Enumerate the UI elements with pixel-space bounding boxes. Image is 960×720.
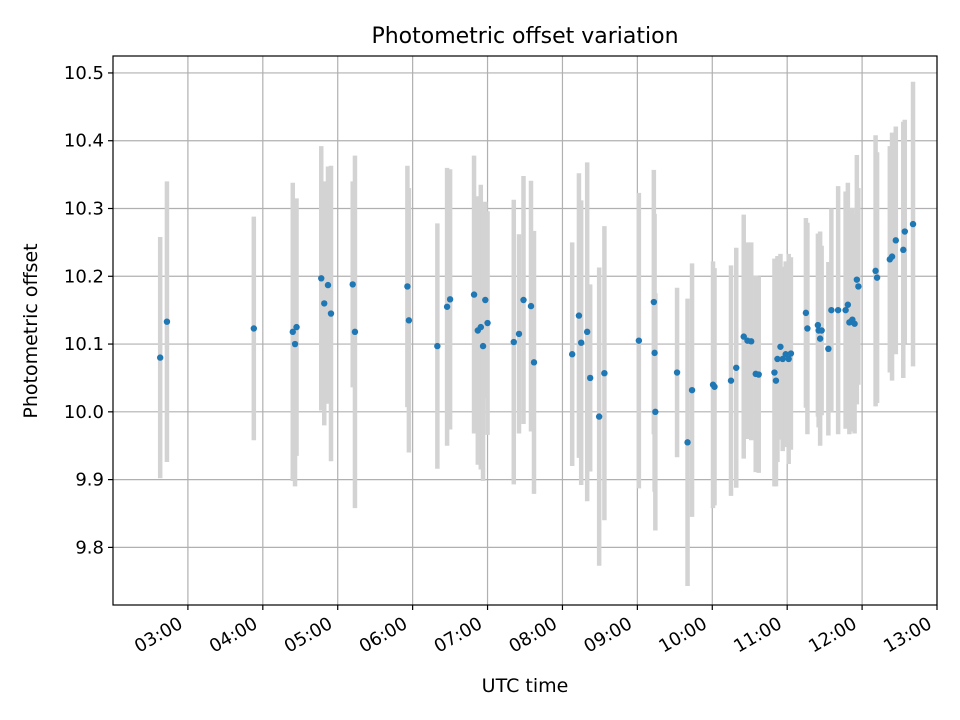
data-point xyxy=(872,267,879,275)
data-point xyxy=(601,370,608,377)
data-point xyxy=(802,309,810,317)
y-tick-label: 10.5 xyxy=(64,63,104,84)
data-point xyxy=(733,364,740,371)
data-point xyxy=(892,237,899,244)
data-point xyxy=(828,306,835,314)
data-point xyxy=(727,377,735,384)
data-point xyxy=(740,333,747,340)
data-point xyxy=(855,283,862,290)
data-point xyxy=(583,328,591,336)
data-point xyxy=(595,413,603,420)
data-point xyxy=(804,325,811,332)
plot-area-frame xyxy=(112,55,938,606)
data-point xyxy=(482,296,489,304)
data-point xyxy=(318,275,325,282)
data-point xyxy=(484,319,491,327)
y-tick-label: 10.4 xyxy=(64,131,104,152)
data-point xyxy=(711,383,718,390)
data-point xyxy=(520,296,527,304)
y-tick-label: 10.1 xyxy=(64,334,104,355)
data-point xyxy=(688,386,696,394)
data-point xyxy=(651,349,658,357)
data-point xyxy=(814,321,822,329)
data-points xyxy=(156,220,917,446)
y-axis-label: Photometric offset xyxy=(20,243,42,418)
data-point xyxy=(777,343,784,350)
data-point xyxy=(530,359,538,366)
data-point xyxy=(774,355,781,363)
data-point xyxy=(479,342,487,350)
y-tick-label: 10.3 xyxy=(64,199,104,220)
y-tick-label: 9.9 xyxy=(75,470,104,491)
data-point xyxy=(853,276,861,283)
data-point xyxy=(293,323,300,331)
data-point xyxy=(782,351,789,358)
x-axis-label: UTC time xyxy=(482,675,569,697)
data-point xyxy=(816,335,824,342)
data-point xyxy=(785,355,792,363)
data-point xyxy=(771,369,778,376)
data-point xyxy=(351,328,359,336)
data-point xyxy=(515,330,523,338)
chart-title: Photometric offset variation xyxy=(371,24,678,49)
data-point xyxy=(873,274,881,281)
data-point xyxy=(825,345,832,352)
data-point xyxy=(575,312,583,319)
y-tick-label: 10.2 xyxy=(64,266,104,287)
data-point xyxy=(684,439,691,446)
y-axis-ticks: 9.8 9.9 10.0 10.1 10.2 10.3 10.4 10.5 xyxy=(64,63,113,558)
data-point xyxy=(327,310,335,317)
data-point xyxy=(470,291,478,298)
data-point xyxy=(673,369,681,376)
data-point xyxy=(650,298,658,306)
data-point xyxy=(755,371,762,378)
data-point xyxy=(527,302,535,310)
data-point xyxy=(818,327,825,334)
data-point xyxy=(477,323,485,331)
data-point xyxy=(635,337,643,344)
data-point xyxy=(834,306,842,314)
data-point xyxy=(909,220,917,228)
data-point xyxy=(289,328,296,336)
data-point xyxy=(321,300,328,307)
data-point xyxy=(324,281,332,289)
data-point xyxy=(577,339,585,346)
y-tick-label: 10.0 xyxy=(64,402,104,423)
data-point xyxy=(163,318,171,325)
data-point xyxy=(844,301,852,308)
data-point xyxy=(510,338,517,346)
data-point xyxy=(568,351,576,358)
data-point xyxy=(443,303,451,310)
data-point xyxy=(434,342,441,350)
data-point xyxy=(446,296,454,303)
data-point xyxy=(586,374,594,382)
data-point xyxy=(652,408,659,416)
data-point xyxy=(156,354,164,361)
data-point xyxy=(779,355,786,363)
data-point xyxy=(404,283,411,290)
data-point xyxy=(772,377,780,384)
data-point xyxy=(901,228,908,235)
data-point xyxy=(787,350,795,357)
y-tick-label: 9.8 xyxy=(75,537,104,558)
data-point xyxy=(349,281,356,288)
data-point xyxy=(900,246,907,254)
data-point xyxy=(888,253,896,260)
data-point xyxy=(291,340,299,348)
data-point xyxy=(748,338,755,345)
data-point xyxy=(851,320,858,327)
data-point xyxy=(250,325,258,332)
data-point xyxy=(405,317,413,324)
data-point xyxy=(842,306,849,314)
